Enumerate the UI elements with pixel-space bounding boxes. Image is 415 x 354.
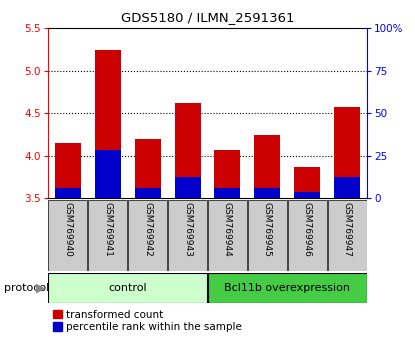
Bar xyxy=(254,188,281,198)
Text: GSM769943: GSM769943 xyxy=(183,202,192,257)
Bar xyxy=(328,200,367,271)
Bar xyxy=(55,143,81,198)
Bar xyxy=(128,200,167,271)
Text: ▶: ▶ xyxy=(36,281,46,294)
Bar xyxy=(55,188,81,198)
Text: GSM769945: GSM769945 xyxy=(263,202,272,257)
Text: GSM769946: GSM769946 xyxy=(303,202,312,257)
Text: GSM769944: GSM769944 xyxy=(223,202,232,257)
Bar xyxy=(175,103,200,198)
Bar xyxy=(175,177,200,198)
Text: control: control xyxy=(108,282,147,293)
Title: GDS5180 / ILMN_2591361: GDS5180 / ILMN_2591361 xyxy=(121,11,294,24)
Bar xyxy=(134,139,161,198)
Bar xyxy=(294,167,320,198)
Bar xyxy=(95,50,121,198)
Bar xyxy=(254,135,281,198)
Bar xyxy=(134,188,161,198)
Bar xyxy=(95,150,121,198)
Bar xyxy=(248,200,287,271)
Bar xyxy=(288,200,327,271)
Text: GSM769942: GSM769942 xyxy=(143,202,152,257)
Bar xyxy=(48,200,87,271)
Text: protocol: protocol xyxy=(4,282,49,293)
Bar xyxy=(208,200,247,271)
Bar xyxy=(294,192,320,198)
Text: GSM769941: GSM769941 xyxy=(103,202,112,257)
Legend: transformed count, percentile rank within the sample: transformed count, percentile rank withi… xyxy=(53,310,242,332)
Text: GSM769947: GSM769947 xyxy=(343,202,352,257)
Text: GSM769940: GSM769940 xyxy=(63,202,72,257)
Text: Bcl11b overexpression: Bcl11b overexpression xyxy=(225,282,350,293)
Bar xyxy=(334,107,360,198)
Bar xyxy=(48,273,207,303)
Bar xyxy=(215,150,240,198)
Bar xyxy=(215,188,240,198)
Bar xyxy=(334,177,360,198)
Bar xyxy=(88,200,127,271)
Bar xyxy=(168,200,207,271)
Bar xyxy=(208,273,367,303)
